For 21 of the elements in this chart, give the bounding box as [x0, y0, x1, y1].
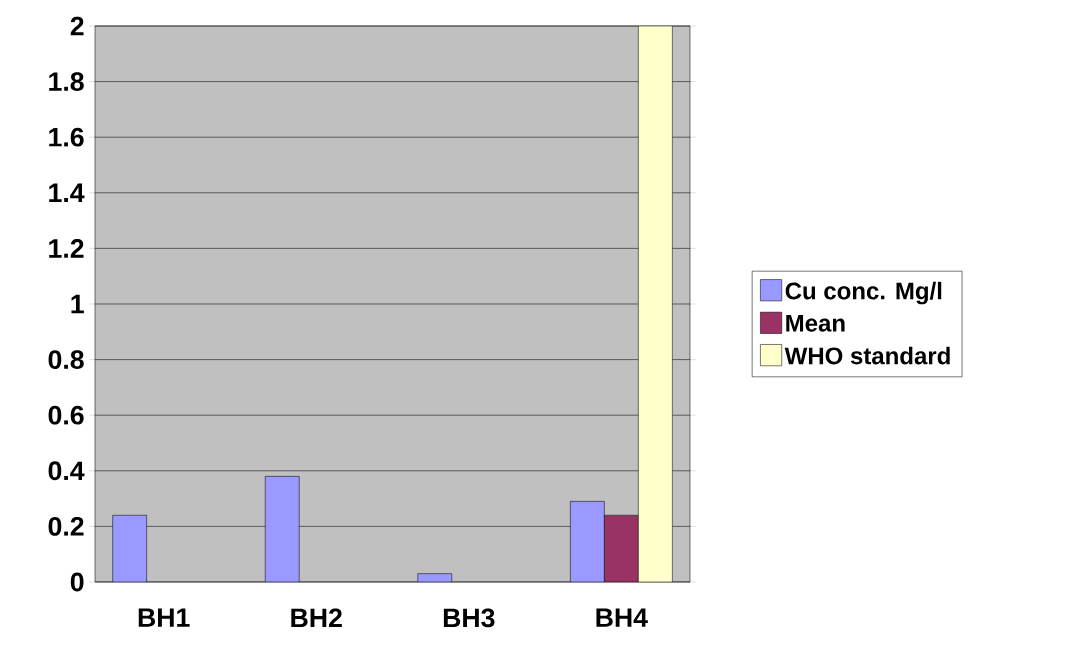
bar: [112, 514, 147, 582]
y-tick-label: 2: [70, 16, 84, 36]
y-tick-label: 1.4: [49, 183, 85, 202]
y-tick-label: 1.6: [49, 127, 84, 147]
legend-label: Cu conc. Mg/l: [785, 281, 942, 305]
y-tick-label: 1.8: [49, 72, 84, 92]
x-tick-label: BH2: [291, 608, 342, 628]
y-tick-label: 0: [70, 572, 84, 592]
y-tick-label: 0.8: [48, 350, 84, 370]
y-tick-label: 0.4: [48, 461, 85, 481]
x-tick-label: BH3: [443, 608, 495, 628]
legend-label: Mean: [786, 314, 845, 332]
legend-label: WHO standard: [784, 346, 950, 365]
y-tick-label: 1: [71, 294, 84, 314]
bar: [570, 501, 605, 582]
y-tick-label: 1.2: [49, 239, 84, 258]
y-tick-label: 0.2: [48, 516, 84, 536]
bar: [264, 476, 300, 582]
x-tick-label: BH4: [596, 608, 648, 627]
y-tick-label: 0.6: [48, 405, 84, 425]
x-tick-label: BH1: [138, 608, 190, 627]
